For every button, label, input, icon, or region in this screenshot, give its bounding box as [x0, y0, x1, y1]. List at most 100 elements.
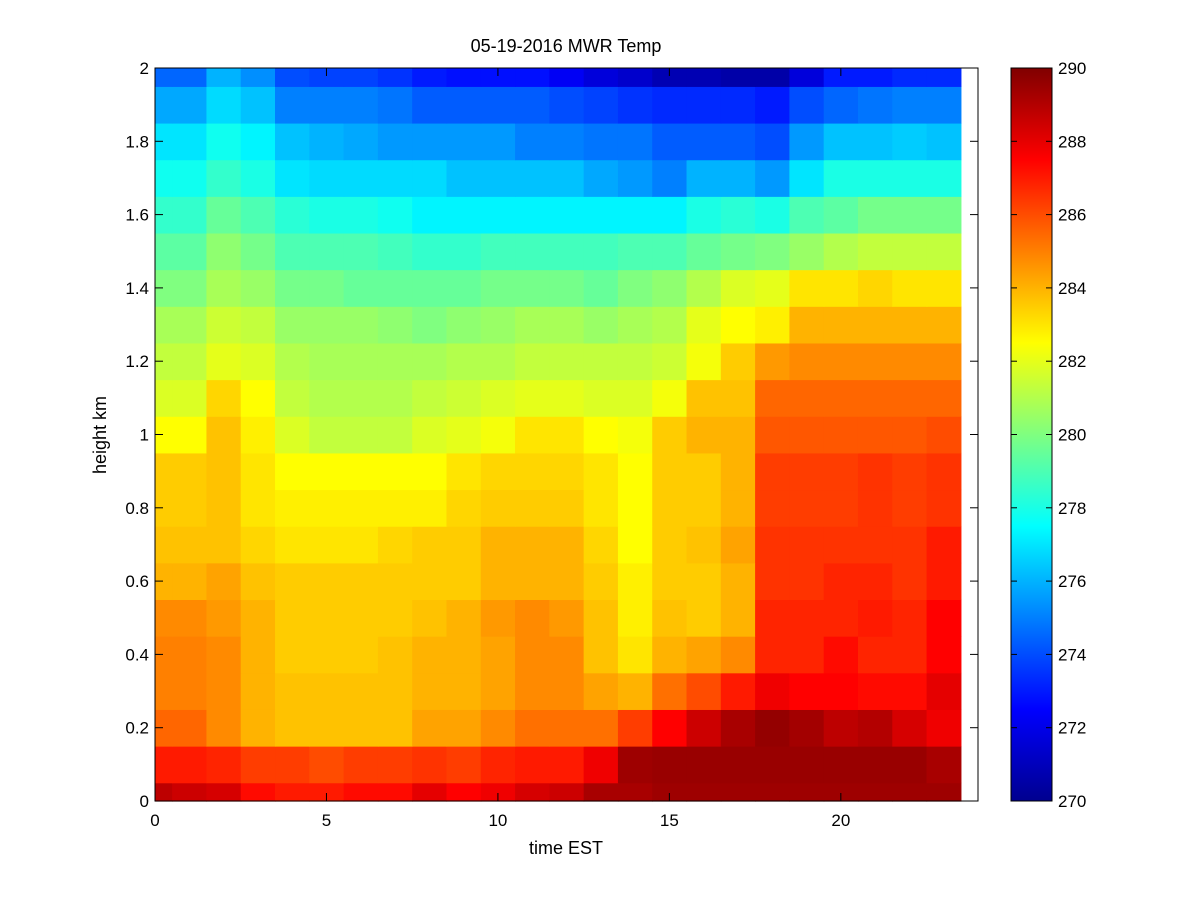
heatmap-cell: [857, 342, 893, 381]
heatmap-cell: [172, 489, 208, 527]
heatmap-cell: [755, 342, 790, 381]
heatmap-cell: [275, 196, 310, 234]
colorbar-tick-label: 286: [1058, 206, 1086, 225]
heatmap-cell: [789, 746, 825, 784]
heatmap-cell: [549, 86, 585, 124]
heatmap-cell: [583, 416, 619, 454]
heatmap-cell: [617, 746, 653, 784]
heatmap-cell: [480, 562, 516, 601]
heatmap-cell: [857, 86, 893, 124]
heatmap-cell: [652, 416, 688, 454]
heatmap-cell: [755, 452, 790, 491]
heatmap-cell: [926, 416, 962, 454]
heatmap-cell: [857, 636, 893, 674]
heatmap-cell: [172, 782, 208, 802]
heatmap-cell: [823, 68, 859, 87]
heatmap-cell: [617, 489, 653, 527]
heatmap-cell: [240, 746, 276, 784]
heatmap-cell: [823, 269, 859, 307]
heatmap-cell: [309, 269, 345, 307]
heatmap-cell: [275, 122, 310, 161]
heatmap-cell: [206, 672, 242, 710]
heatmap-cell: [789, 86, 825, 124]
heatmap-cell: [515, 562, 550, 601]
heatmap-cell: [823, 379, 859, 417]
heatmap-cell: [926, 86, 962, 124]
heatmap-cell: [515, 342, 550, 381]
heatmap-cell: [617, 306, 653, 344]
heatmap-cell: [240, 68, 276, 87]
heatmap-cell: [617, 232, 653, 271]
heatmap-cell: [155, 342, 173, 381]
heatmap-cell: [720, 379, 756, 417]
heatmap-cell: [446, 86, 482, 124]
heatmap-cell: [549, 379, 585, 417]
heatmap-cell: [155, 86, 173, 124]
heatmap-cell: [583, 342, 619, 381]
heatmap-cell: [377, 379, 413, 417]
heatmap-cell: [309, 122, 345, 161]
heatmap-cell: [652, 636, 688, 674]
heatmap-cell: [583, 269, 619, 307]
heatmap-cell: [412, 122, 448, 161]
heatmap-cell: [583, 746, 619, 784]
heatmap-cell: [446, 232, 482, 271]
heatmap-cell: [309, 709, 345, 747]
heatmap-cell: [155, 782, 173, 802]
heatmap-cell: [275, 159, 310, 197]
heatmap-cell: [206, 709, 242, 747]
heatmap-cell: [309, 562, 345, 601]
heatmap-cell: [892, 526, 928, 564]
heatmap-cell: [789, 196, 825, 234]
heatmap-cell: [720, 782, 756, 802]
heatmap-cell: [686, 562, 722, 601]
heatmap-cell: [343, 159, 379, 197]
heatmap-cell: [343, 526, 379, 564]
heatmap-cell: [789, 159, 825, 197]
heatmap-cell: [789, 306, 825, 344]
colorbar-tick-label: 284: [1058, 279, 1086, 298]
heatmap-cell: [515, 489, 550, 527]
heatmap-cell: [720, 196, 756, 234]
heatmap-cell: [343, 746, 379, 784]
heatmap-cell: [206, 306, 242, 344]
y-tick-label: 1.4: [125, 279, 149, 298]
y-tick-label: 1.8: [125, 132, 149, 151]
heatmap-cell: [720, 526, 756, 564]
colorbar-tick-label: 288: [1058, 132, 1086, 151]
heatmap-cell: [240, 489, 276, 527]
heatmap-cell: [275, 269, 310, 307]
heatmap-cell: [720, 342, 756, 381]
heatmap-cell: [652, 489, 688, 527]
heatmap-cell: [720, 709, 756, 747]
heatmap-cell: [377, 746, 413, 784]
heatmap-cell: [377, 196, 413, 234]
heatmap-cell: [343, 269, 379, 307]
heatmap-cell: [789, 416, 825, 454]
heatmap-cell: [926, 489, 962, 527]
heatmap-cell: [480, 269, 516, 307]
heatmap-cell: [412, 86, 448, 124]
heatmap-cell: [343, 379, 379, 417]
heatmap-cell: [240, 342, 276, 381]
heatmap-cell: [892, 306, 928, 344]
heatmap-cell: [172, 526, 208, 564]
heatmap-cell: [206, 342, 242, 381]
heatmap-cell: [515, 196, 550, 234]
heatmap-cell: [275, 709, 310, 747]
heatmap-cell: [412, 452, 448, 491]
heatmap-cell: [549, 452, 585, 491]
heatmap-cell: [155, 636, 173, 674]
heatmap-cell: [240, 159, 276, 197]
heatmap-cell: [206, 562, 242, 601]
heatmap-cell: [857, 122, 893, 161]
heatmap-cell: [789, 379, 825, 417]
heatmap-cell: [343, 599, 379, 637]
heatmap-cell: [789, 599, 825, 637]
heatmap-cell: [617, 379, 653, 417]
heatmap-cell: [755, 269, 790, 307]
heatmap-cell: [549, 306, 585, 344]
heatmap-cell: [926, 452, 962, 491]
heatmap-cell: [686, 489, 722, 527]
heatmap-cell: [155, 232, 173, 271]
